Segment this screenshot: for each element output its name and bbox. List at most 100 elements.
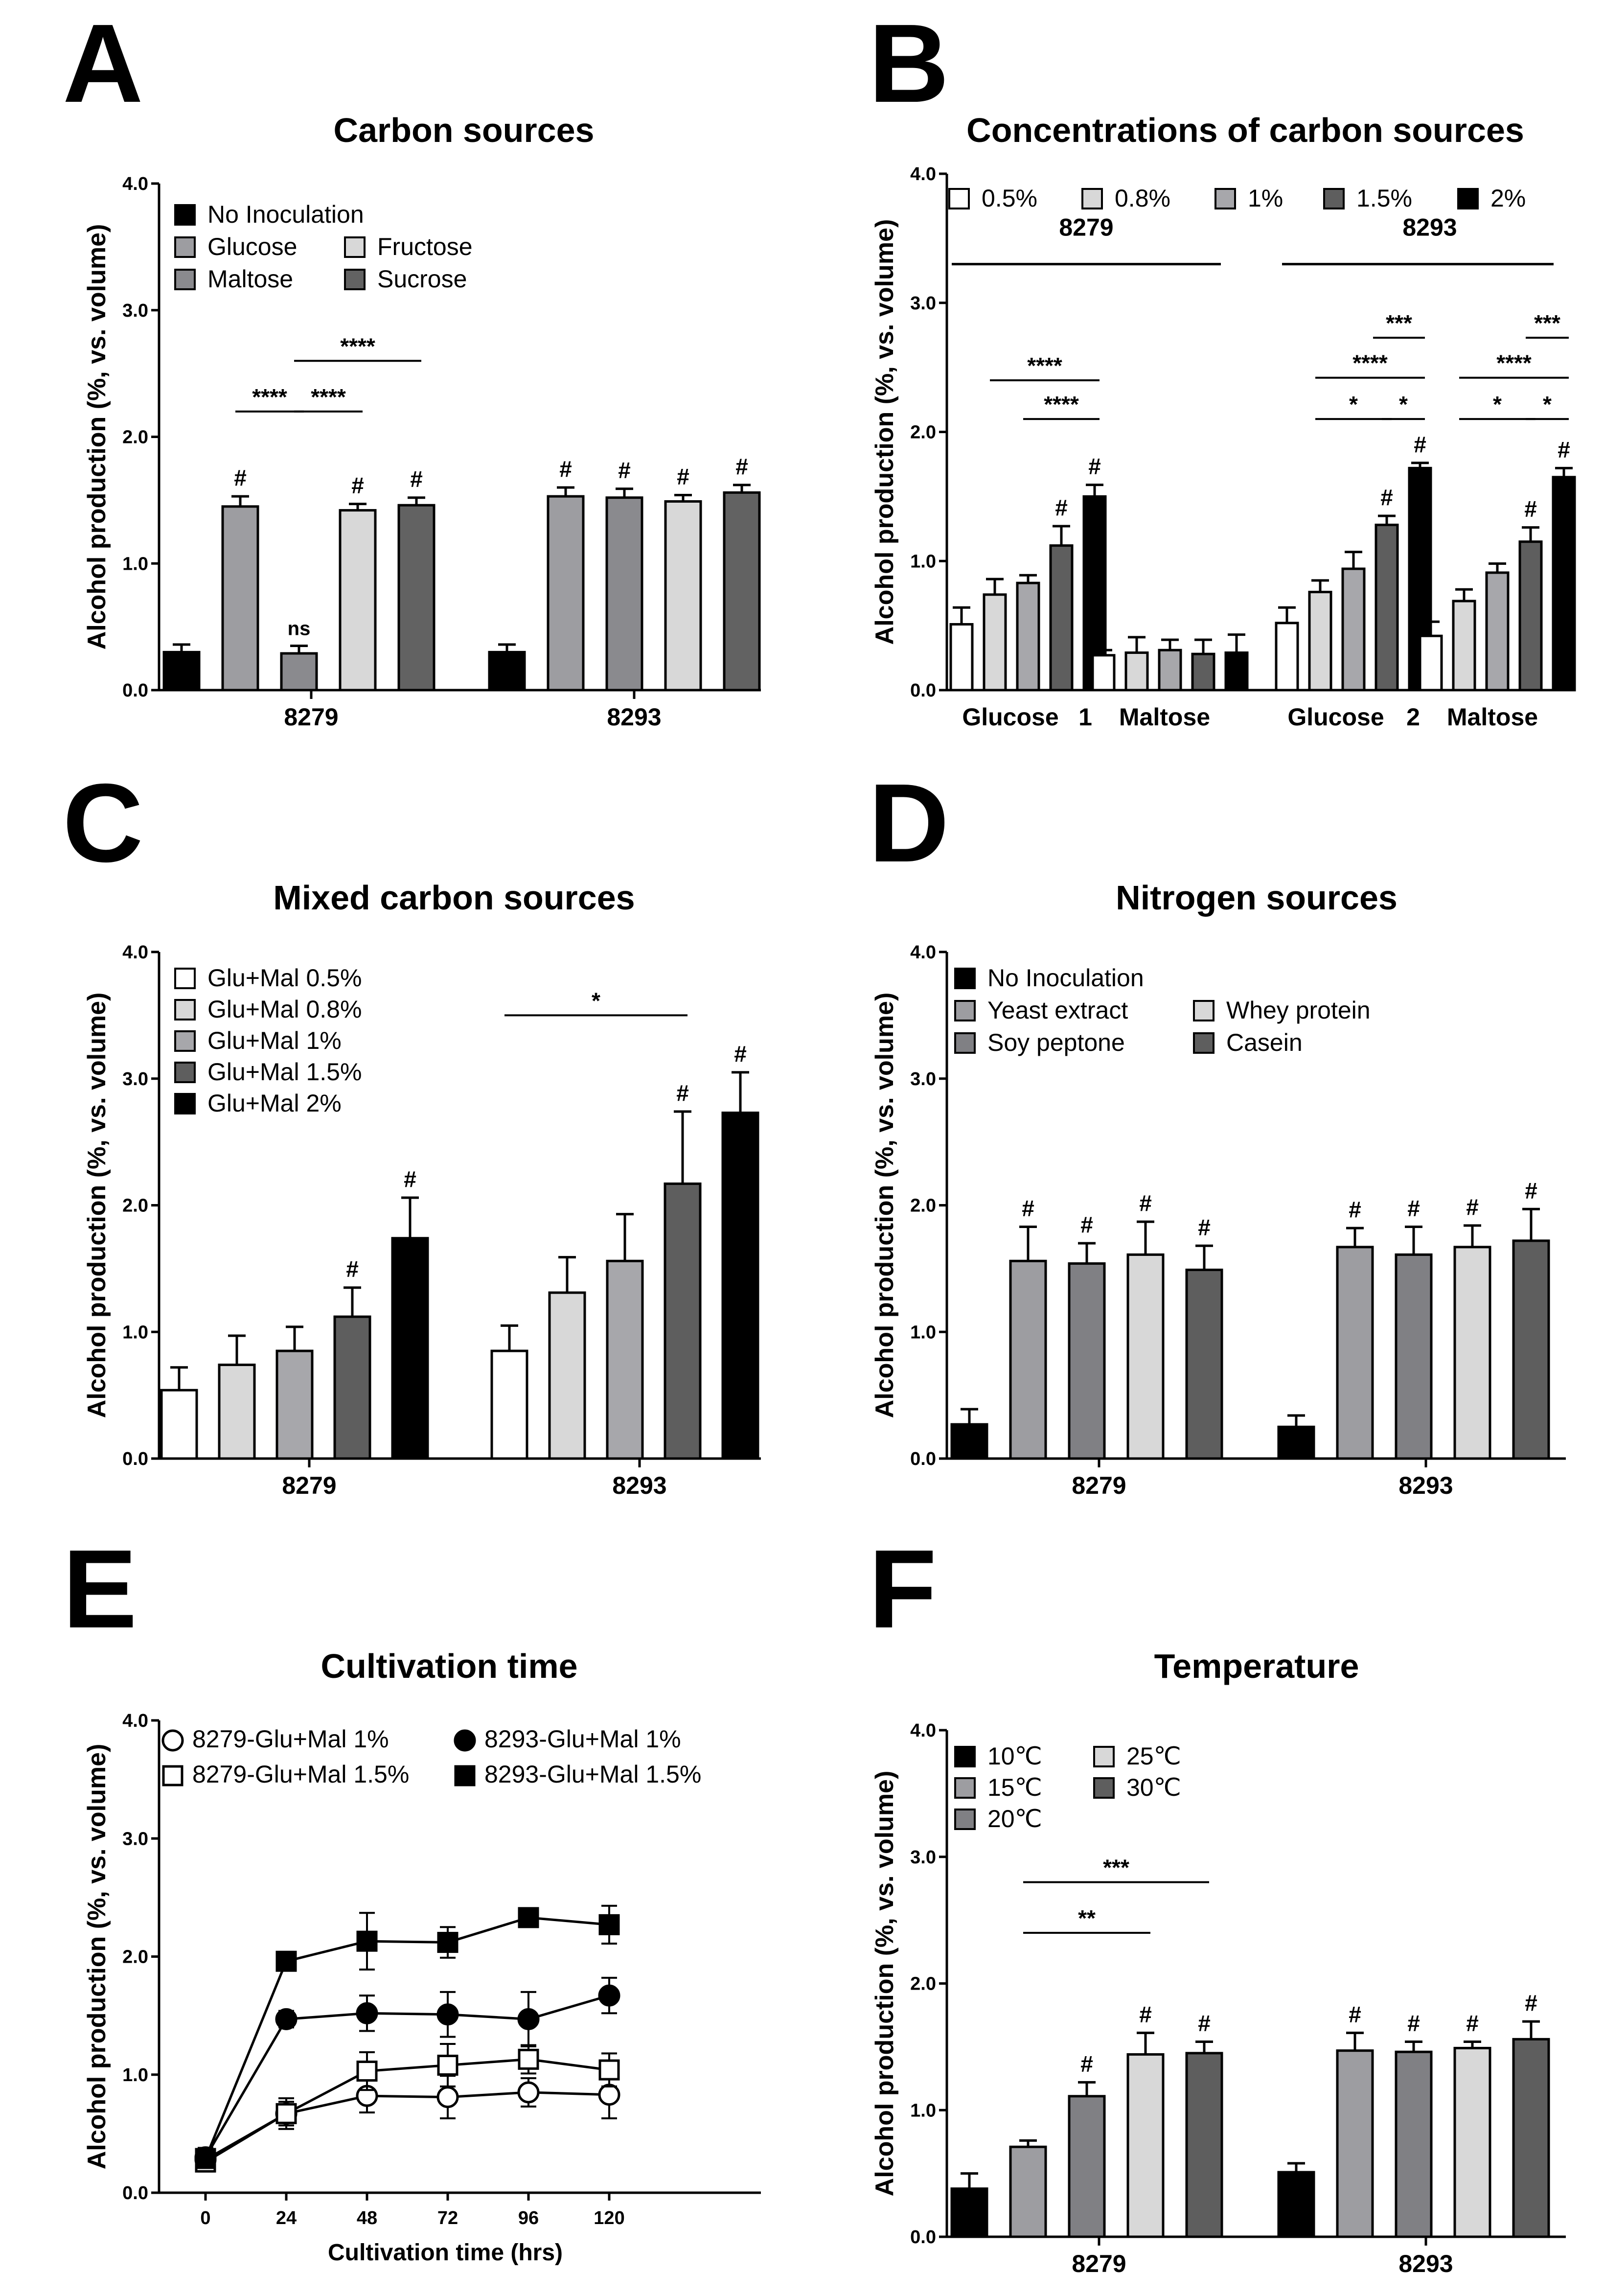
bar [606, 1259, 644, 1460]
category-label: 8293 [1398, 2250, 1453, 2277]
bar [221, 505, 259, 692]
significance-label: *** [1103, 1855, 1129, 1880]
x-tick-label: 96 [518, 2208, 539, 2228]
strain-label: 8293 [1402, 214, 1457, 241]
bar [547, 495, 585, 692]
bar [1453, 1246, 1491, 1460]
legend-label: Glu+Mal 1% [207, 1027, 342, 1054]
bars: # # # # # # # # [950, 1178, 1550, 1460]
bar [548, 1291, 586, 1460]
legend-label: 20℃ [987, 1805, 1042, 1832]
bar [1452, 600, 1476, 692]
y-tick-label: 2.0 [910, 422, 936, 443]
y-tick-label: 0.0 [910, 680, 936, 701]
significance-hash: # [234, 465, 247, 490]
significance-hash: # [1524, 496, 1537, 522]
y-axis: 0.0 1.0 2.0 3.0 4.0 Alcohol production (%, vs… [83, 942, 160, 1469]
bar [397, 504, 435, 692]
legend-swatch [1093, 1777, 1115, 1799]
category-label: Glucose [1287, 703, 1384, 731]
significance-hash: # [346, 1256, 359, 1282]
y-tick-label: 0.0 [122, 680, 148, 701]
panel-title: Mixed carbon sources [273, 879, 635, 917]
bar [1009, 1259, 1047, 1460]
bar [1512, 2038, 1550, 2238]
bar [275, 1349, 314, 1460]
y-axis-label: Alcohol production (%, vs. volume) [871, 993, 899, 1418]
legend-label: 30℃ [1126, 1774, 1181, 1801]
bar [949, 623, 974, 692]
bars: # # # # [160, 1041, 759, 1460]
significance-hash: # [1466, 2011, 1479, 2036]
bar [391, 1237, 429, 1460]
category-label: 8279 [1072, 1472, 1126, 1499]
y-tick-label: 1.0 [910, 2100, 936, 2121]
data-point [598, 1984, 620, 2007]
data-point [518, 1907, 539, 1928]
data-point [454, 1765, 476, 1786]
legend-label: Glu+Mal 0.5% [207, 964, 362, 992]
legend-swatch [344, 269, 366, 290]
panel-title: Concentrations of carbon sources [966, 111, 1524, 149]
legend-label: Fructose [377, 233, 473, 260]
significance-brackets: **** **** **** [235, 333, 421, 413]
y-tick-label: 4.0 [122, 942, 148, 963]
y-axis: 0.0 1.0 2.0 3.0 4.0 Alcohol production (%, vs… [871, 1720, 948, 2248]
category-label: 8279 [1072, 2250, 1126, 2277]
significance-label: **** [311, 384, 346, 410]
legend-swatch [954, 1777, 976, 1799]
x-axis-label: Cultivation time (hrs) [328, 2240, 563, 2266]
significance-hash: # [1055, 495, 1068, 520]
significance-hash: # [1080, 2051, 1093, 2076]
data-point [162, 1765, 183, 1786]
legend-swatch [174, 999, 196, 1020]
significance-label: * [592, 988, 600, 1013]
significance-hash: # [618, 458, 631, 483]
legend-swatch [174, 204, 196, 226]
significance-hash: # [1198, 1214, 1211, 1240]
data-point [436, 2003, 459, 2026]
significance-hash: # [1139, 2001, 1152, 2027]
legend-label: No Inoculation [207, 201, 364, 228]
significance-label: **** [1352, 350, 1388, 376]
data-point [437, 1932, 458, 1953]
legend-label: Yeast extract [987, 997, 1128, 1024]
y-tick-label: 2.0 [122, 1947, 148, 1968]
legend-label: 0.5% [982, 185, 1037, 212]
bar [1518, 540, 1543, 692]
y-axis-label: Alcohol production (%, vs. volume) [871, 219, 899, 645]
series-line [195, 1904, 620, 2169]
significance-hash: # [351, 473, 364, 498]
bar [1552, 476, 1576, 692]
legend-swatch [1193, 1000, 1214, 1021]
legend-label: 15℃ [987, 1774, 1042, 1801]
data-point [356, 2061, 378, 2082]
category-label: 8279 [282, 1472, 336, 1499]
legend-label: 0.8% [1115, 185, 1170, 212]
bars: # # # # # # # [950, 1990, 1550, 2238]
legend-swatch [174, 1062, 196, 1083]
legend-swatch [954, 1000, 976, 1021]
y-axis-label: Alcohol production (%, vs. volume) [83, 224, 111, 650]
y-tick-label: 3.0 [910, 1847, 936, 1868]
bar [1395, 1253, 1433, 1460]
data-point [356, 1930, 378, 1952]
y-tick-label: 2.0 [122, 427, 148, 448]
series-path [204, 1916, 610, 2159]
legend-label: Glu+Mal 1.5% [207, 1058, 362, 1086]
bar [1308, 591, 1332, 692]
significance-hash: # [1525, 1178, 1537, 1203]
y-axis: 0.0 1.0 2.0 3.0 4.0 Alcohol production (%, vs… [871, 164, 948, 701]
series-line [194, 1976, 620, 2169]
legend-swatch [174, 1030, 196, 1052]
bar [1124, 651, 1149, 692]
y-tick-label: 0.0 [122, 2183, 148, 2203]
bar [1336, 2049, 1374, 2238]
x-axis: Glucose Maltose Glucose Maltose [947, 689, 1566, 731]
x-axis: 0 24 48 72 96 120 Cultivation time (hrs) [159, 2191, 761, 2266]
legend-swatch [1214, 188, 1236, 209]
data-point [517, 2008, 540, 2030]
legend-swatch [948, 188, 970, 209]
x-tick-label: 120 [594, 2208, 624, 2228]
category-label: 8293 [1398, 1472, 1453, 1499]
